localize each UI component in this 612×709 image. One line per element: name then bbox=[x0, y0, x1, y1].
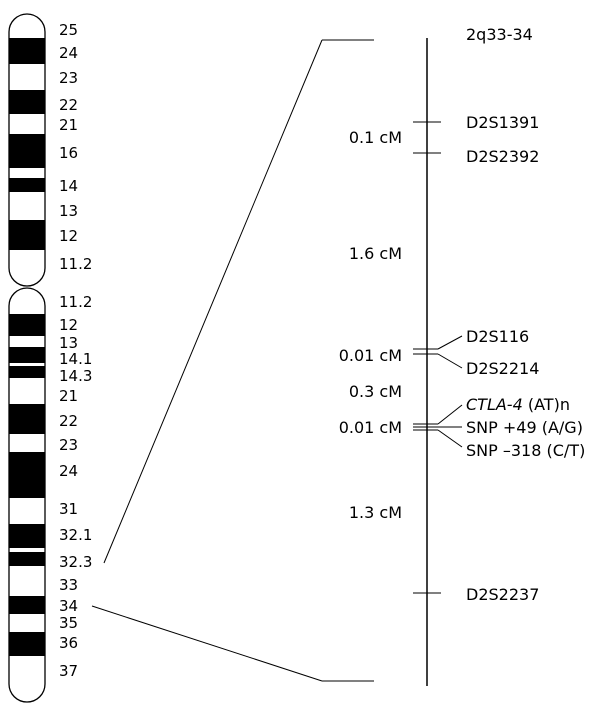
marker-leader bbox=[437, 335, 463, 350]
band-label: 12 bbox=[59, 227, 78, 245]
region-title: 2q33-34 bbox=[466, 25, 533, 44]
marker-leader bbox=[437, 353, 463, 369]
band-p14 bbox=[9, 178, 45, 192]
band-label: 24 bbox=[59, 462, 78, 480]
band-p24 bbox=[9, 38, 45, 64]
band-label: 14 bbox=[59, 177, 78, 195]
band-label: 24 bbox=[59, 44, 78, 62]
band-label: 16 bbox=[59, 144, 78, 162]
band-label: 32.1 bbox=[59, 526, 92, 544]
band-label: 21 bbox=[59, 387, 78, 405]
band-q32-1 bbox=[9, 524, 45, 548]
marker-leader bbox=[437, 429, 463, 448]
distance-label: 0.3 cM bbox=[349, 382, 402, 401]
band-label: 21 bbox=[59, 116, 78, 134]
distance-label: 0.1 cM bbox=[349, 128, 402, 147]
band-q24 bbox=[9, 452, 45, 498]
band-p12 bbox=[9, 220, 45, 250]
band-p16 bbox=[9, 134, 45, 168]
zoom-line-top bbox=[103, 39, 323, 564]
chromosome-p-arm bbox=[8, 13, 46, 287]
band-q32-3 bbox=[9, 552, 45, 566]
band-label: 12 bbox=[59, 316, 78, 334]
marker-label: D2S116 bbox=[466, 327, 529, 346]
band-label: 14.3 bbox=[59, 367, 92, 385]
band-label: 13 bbox=[59, 202, 78, 220]
band-q34 bbox=[9, 596, 45, 614]
band-q14-1 bbox=[9, 347, 45, 363]
band-label: 37 bbox=[59, 662, 78, 680]
marker-label: SNP –318 (C/T) bbox=[466, 441, 585, 460]
distance-label: 0.01 cM bbox=[339, 346, 402, 365]
zoom-line-bottom bbox=[91, 605, 323, 682]
band-label: 14.1 bbox=[59, 350, 92, 368]
distance-label: 0.01 cM bbox=[339, 418, 402, 437]
marker-label-rest: (AT)n bbox=[523, 395, 570, 414]
band-label: 13 bbox=[59, 334, 78, 352]
chromosome-q-arm-bands bbox=[9, 314, 45, 656]
band-q36 bbox=[9, 632, 45, 656]
band-label: 33 bbox=[59, 576, 78, 594]
band-label: 31 bbox=[59, 500, 78, 518]
marker-label: D2S1391 bbox=[466, 113, 539, 132]
chromosome-q-arm bbox=[8, 287, 46, 703]
distance-label: 1.6 cM bbox=[349, 244, 402, 263]
band-label: 35 bbox=[59, 614, 78, 632]
band-q14-3 bbox=[9, 366, 45, 378]
distance-label: 1.3 cM bbox=[349, 503, 402, 522]
marker-label: D2S2392 bbox=[466, 147, 539, 166]
q-arm-band-labels: 11.2 12 13 14.1 14.3 21 22 23 24 31 32.1… bbox=[59, 293, 92, 680]
band-label: 22 bbox=[59, 412, 78, 430]
band-p22 bbox=[9, 90, 45, 114]
band-label: 11.2 bbox=[59, 293, 92, 311]
band-label: 36 bbox=[59, 634, 78, 652]
band-label: 11.2 bbox=[59, 255, 92, 273]
band-label: 22 bbox=[59, 96, 78, 114]
band-label: 23 bbox=[59, 436, 78, 454]
band-label: 34 bbox=[59, 597, 78, 615]
marker-label-ctla4: CTLA-4 (AT)n bbox=[466, 395, 570, 414]
marker-label: D2S2214 bbox=[466, 359, 539, 378]
band-label: 32.3 bbox=[59, 553, 92, 571]
band-q22 bbox=[9, 404, 45, 434]
marker-label: SNP +49 (A/G) bbox=[466, 418, 583, 437]
p-arm-band-labels: 25 24 23 22 21 16 14 13 12 11.2 bbox=[59, 21, 92, 273]
band-q12 bbox=[9, 314, 45, 336]
chromosome-p-arm-bands bbox=[9, 38, 45, 250]
marker-label: D2S2237 bbox=[466, 585, 539, 604]
distance-labels: 0.1 cM 1.6 cM 0.01 cM 0.3 cM 0.01 cM 1.3… bbox=[339, 128, 402, 522]
band-label: 25 bbox=[59, 21, 78, 39]
band-label: 23 bbox=[59, 69, 78, 87]
marker-label-italic: CTLA-4 bbox=[466, 395, 523, 414]
marker-leader bbox=[437, 404, 463, 425]
